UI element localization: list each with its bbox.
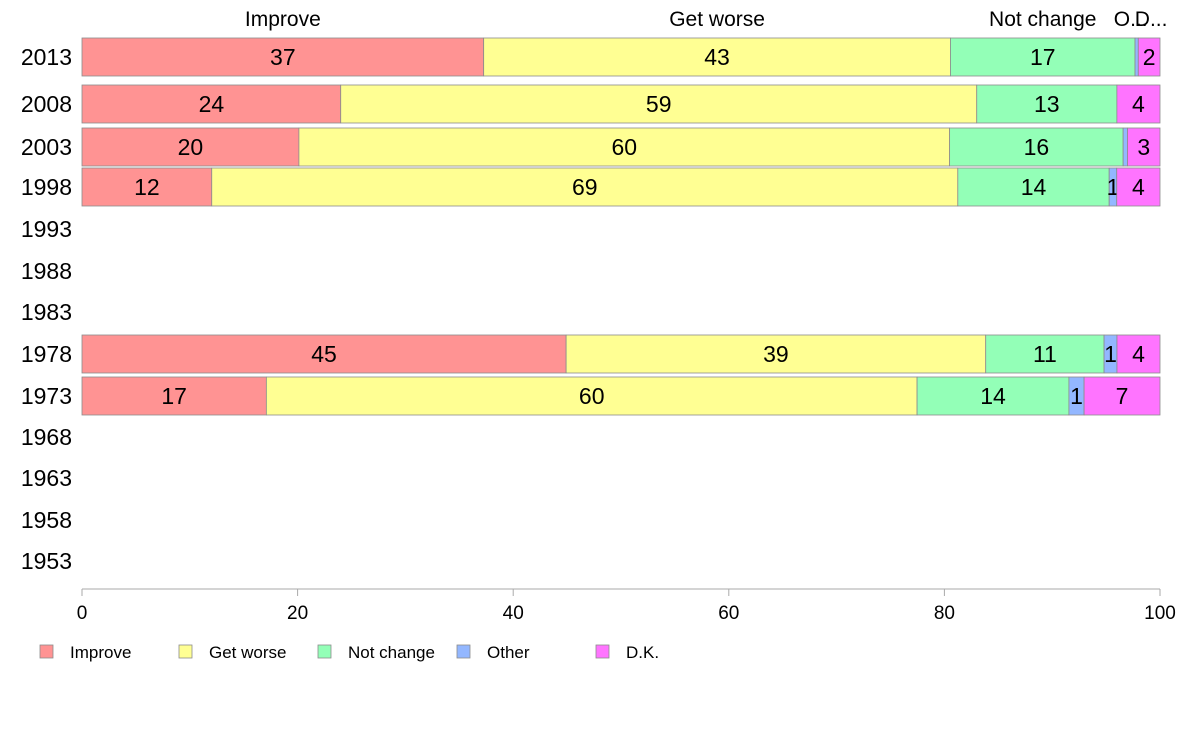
bar-segment [1137, 37, 1161, 77]
bar-segment [81, 84, 342, 124]
year-label: 2003 [21, 134, 72, 160]
year-label: 1988 [21, 258, 72, 284]
x-tick-label: 40 [503, 603, 524, 624]
bar-segment [340, 84, 978, 124]
bar-segment [1134, 37, 1139, 77]
bar-segment [81, 127, 300, 167]
year-label: 1963 [21, 465, 72, 491]
data-label: 45 [311, 341, 337, 367]
x-tick-label: 100 [1144, 603, 1176, 624]
data-label: 60 [579, 383, 605, 409]
data-label: 69 [572, 174, 598, 200]
data-label: 11 [1033, 341, 1057, 367]
bar-segment [483, 37, 951, 77]
bar-segment [1116, 84, 1161, 124]
legend-swatch [39, 644, 54, 659]
bar-segment [1116, 334, 1161, 374]
data-label: 1 [1070, 383, 1083, 409]
data-label: 2 [1143, 44, 1156, 70]
data-label: 43 [704, 44, 730, 70]
bar-segments: 37 43 17 224 59 13 420 60 16 312 69 14 1 445 39 11 1 417 6… [81, 37, 1161, 416]
data-label: 13 [1034, 91, 1060, 117]
bar-segment [916, 376, 1070, 416]
legend-swatch [178, 644, 193, 659]
data-label: 37 [270, 44, 296, 70]
data-label: 20 [178, 134, 204, 160]
data-label: 4 [1132, 341, 1145, 367]
data-label: 17 [161, 383, 187, 409]
year-label: 1968 [21, 424, 72, 450]
year-label: 1993 [21, 216, 72, 242]
bar-segment [81, 334, 567, 374]
bar-segment [1122, 127, 1128, 167]
x-tick-label: 0 [77, 603, 88, 624]
data-label: 14 [1021, 174, 1047, 200]
year-label: 2013 [21, 44, 72, 70]
legend-label: Get worse [209, 643, 286, 662]
column-header-label: Not change [989, 8, 1096, 31]
legend: Improve Get worse Not change Other D.K. [39, 643, 659, 662]
year-label: 2008 [21, 91, 72, 117]
data-label: 3 [1137, 134, 1150, 160]
data-label: 17 [1030, 44, 1056, 70]
column-header-label: Get worse [669, 8, 765, 31]
year-axis-labels: 2013 2008 2003 1998 1993 1988 1983 1978 1973 1968… [21, 44, 72, 574]
legend-label: Improve [70, 643, 131, 662]
bar-segment [949, 127, 1124, 167]
data-label: 4 [1132, 91, 1145, 117]
bar-segment [1127, 127, 1161, 167]
legend-swatch [317, 644, 332, 659]
year-label: 1998 [21, 174, 72, 200]
legend-label: Not change [348, 643, 435, 662]
data-label: 14 [980, 383, 1006, 409]
bar-segment [298, 127, 951, 167]
column-header-label: D... [1135, 8, 1168, 31]
column-header-labels: Improve Get worse Not change O...D... [245, 8, 1168, 31]
legend-label: Other [487, 643, 530, 662]
year-label: 1953 [21, 548, 72, 574]
year-label: 1983 [21, 299, 72, 325]
bar-segment [565, 334, 987, 374]
data-label: 16 [1024, 134, 1050, 160]
legend-swatch [456, 644, 471, 659]
year-label: 1958 [21, 507, 72, 533]
legend-label: D.K. [626, 643, 659, 662]
column-header-label: O... [1114, 8, 1148, 31]
x-axis: 0 20 40 60 80 100 [77, 588, 1176, 624]
x-tick-label: 20 [287, 603, 308, 624]
bar-segment [81, 167, 213, 207]
bar-segment [985, 334, 1105, 374]
bar-segment [976, 84, 1118, 124]
data-label: 7 [1116, 383, 1129, 409]
data-label: 12 [134, 174, 160, 200]
bar-segment [81, 376, 267, 416]
bar-segment [1116, 167, 1161, 207]
data-label: 1 [1104, 341, 1117, 367]
bar-segment [265, 376, 918, 416]
year-label: 1973 [21, 383, 72, 409]
year-label: 1978 [21, 341, 72, 367]
legend-swatch [595, 644, 610, 659]
data-label: 1 [1107, 174, 1120, 200]
data-label: 59 [646, 91, 672, 117]
bar-segment [1083, 376, 1161, 416]
bar-segment [957, 167, 1110, 207]
data-label: 39 [763, 341, 789, 367]
data-label: 24 [199, 91, 225, 117]
x-tick-label: 60 [718, 603, 739, 624]
x-tick-label: 80 [934, 603, 955, 624]
data-label: 60 [611, 134, 637, 160]
column-header-label: Improve [245, 8, 321, 31]
data-label: 4 [1132, 174, 1145, 200]
